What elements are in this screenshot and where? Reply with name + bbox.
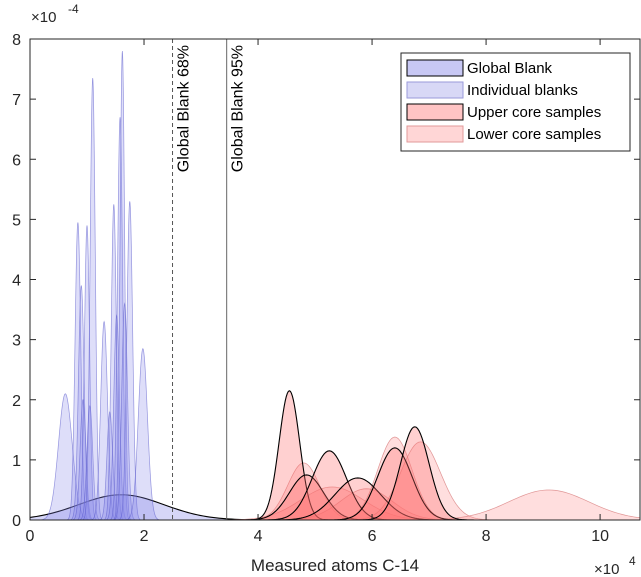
legend-swatch — [406, 59, 464, 77]
individual-density-curve-3 — [68, 285, 95, 520]
lower-density-curve-5 — [330, 441, 511, 520]
individual-density-curve-13 — [111, 50, 133, 520]
upper-density-curve-3 — [252, 450, 407, 520]
individual-density-curve-12 — [108, 117, 132, 520]
individual-density-curve-6 — [77, 404, 103, 520]
y-tick-label: 0 — [12, 513, 21, 530]
individual-density-curve-5 — [75, 225, 99, 520]
x-tick-label: 2 — [140, 528, 149, 545]
reference-lines: Global Blank 68% Global Blank 95% — [172, 39, 247, 520]
x-tick-label: 8 — [482, 528, 491, 545]
legend-swatch — [406, 103, 464, 121]
series-layer — [30, 50, 640, 520]
x-tick-label: 4 — [254, 528, 263, 545]
individual-density-curve-15 — [116, 201, 143, 520]
x-axis-multiplier-exponent: 4 — [629, 554, 636, 568]
y-tick-label: 4 — [12, 273, 21, 290]
individual-density-curve-2 — [64, 222, 92, 520]
reference-line-label-1: Global Blank 68% — [176, 45, 193, 172]
x-tick-label: 10 — [591, 528, 609, 545]
individual-density-curve-16 — [122, 347, 164, 520]
x-tick-label: 6 — [368, 528, 377, 545]
axes: 0 2 4 6 8 10 0 1 2 3 4 5 6 7 8 Measured atoms C-14 ×10 -4… — [12, 2, 641, 577]
individual-density-curve-1 — [34, 393, 97, 520]
individual-density-curve-14 — [111, 302, 138, 520]
y-axis-multiplier: ×10 — [31, 9, 56, 26]
individual-density-curve-7 — [80, 78, 105, 520]
x-tick-label: 0 — [26, 528, 35, 545]
legend-label: Lower core samples — [467, 126, 601, 143]
individual-density-curve-10 — [101, 204, 126, 520]
y-tick-label: 5 — [12, 212, 21, 229]
legend-label: Individual blanks — [467, 82, 578, 99]
y-tick-label: 8 — [12, 32, 21, 49]
x-axis-label: Measured atoms C-14 — [251, 556, 419, 575]
series-individual — [34, 50, 164, 520]
individual-density-curve-4 — [70, 398, 96, 520]
legend-swatch — [406, 125, 464, 143]
y-tick-label: 3 — [12, 333, 21, 350]
x-axis-multiplier: ×10 — [594, 561, 619, 577]
y-tick-label: 7 — [12, 92, 21, 109]
y-tick-label: 1 — [12, 453, 21, 470]
legend-label: Global Blank — [467, 60, 553, 77]
legend: Global Blank Individual blanks Upper core … — [400, 52, 631, 152]
legend-swatch — [406, 81, 464, 99]
reference-line-label-2: Global Blank 95% — [230, 45, 247, 172]
series-lower — [191, 436, 640, 520]
y-axis-multiplier-exponent: -4 — [68, 2, 79, 16]
legend-label: Upper core samples — [467, 104, 601, 121]
y-tick-label: 2 — [12, 393, 21, 410]
y-tick-label: 6 — [12, 152, 21, 169]
